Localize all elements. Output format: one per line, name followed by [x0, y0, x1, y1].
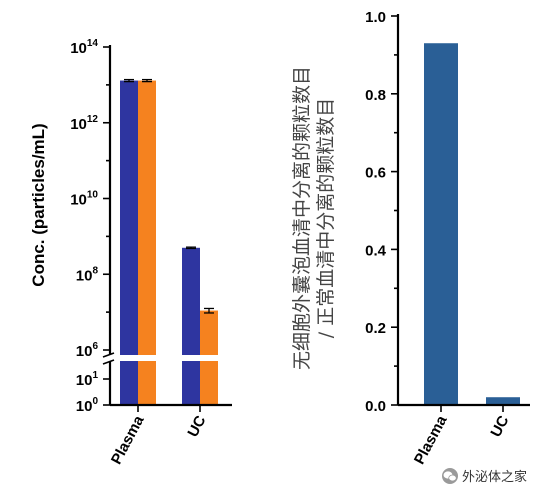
- right-y-tick-label: 0.0: [365, 398, 386, 415]
- left-bar-plasma-0: [120, 80, 138, 406]
- left-category-label-uc: UC: [184, 413, 209, 440]
- left-y-tick-label: 108: [76, 265, 99, 284]
- right-y-ticks: 0.0 0.2 0.4 0.6 0.8 1.0: [365, 9, 398, 415]
- left-y-axis-label: Conc. (particles/mL): [29, 123, 48, 286]
- right-y-tick-label: 0.6: [365, 165, 386, 182]
- left-bars: [120, 78, 218, 406]
- left-bar-uc-0: [182, 247, 200, 405]
- left-y-tick-label: 1014: [70, 38, 98, 57]
- left-y-tick-label: 106: [76, 341, 99, 360]
- right-bars: [424, 43, 520, 405]
- left-category-labels: Plasma UC: [108, 412, 210, 467]
- right-bar-uc: [486, 397, 520, 405]
- left-category-label-plasma: Plasma: [108, 412, 148, 467]
- right-y-tick-label: 0.8: [365, 87, 386, 104]
- right-category-label-plasma: Plasma: [411, 412, 451, 467]
- right-y-axis-label-line2: / 正常血清中分离的颗粒数目: [315, 98, 337, 338]
- right-y-tick-label: 0.4: [365, 242, 387, 259]
- watermark-text: 外泌体之家: [462, 469, 527, 485]
- right-y-tick-label: 0.2: [365, 320, 386, 337]
- watermark: 外泌体之家: [442, 468, 527, 485]
- left-y-tick-label: 100: [76, 396, 99, 415]
- right-y-axis-label-line1: 无细胞外囊泡血清中分离的颗粒数目: [291, 66, 313, 370]
- left-y-tick-label: 101: [76, 370, 99, 389]
- left-y-tick-label: 1012: [70, 114, 98, 133]
- right-bar-plasma: [424, 43, 458, 405]
- left-bar-plasma-1: [138, 80, 156, 406]
- right-category-label-uc: UC: [487, 413, 512, 440]
- right-y-tick-label: 1.0: [365, 9, 386, 26]
- right-axes: [396, 14, 530, 412]
- left-chart: Conc. (particles/mL) 1014 1012 1010 108 106 1…: [29, 38, 232, 467]
- right-chart: 无细胞外囊泡血清中分离的颗粒数目 / 正常血清中分离的颗粒数目 0.00.20.…: [291, 9, 530, 467]
- wechat-icon: [442, 468, 458, 484]
- left-y-tick-label: 1010: [70, 190, 98, 209]
- axis-break-mark: [102, 359, 115, 365]
- axis-break-band: [98, 355, 232, 361]
- left-axes: [98, 45, 232, 412]
- axis-break-mark: [102, 352, 115, 358]
- right-category-labels: Plasma UC: [411, 412, 513, 467]
